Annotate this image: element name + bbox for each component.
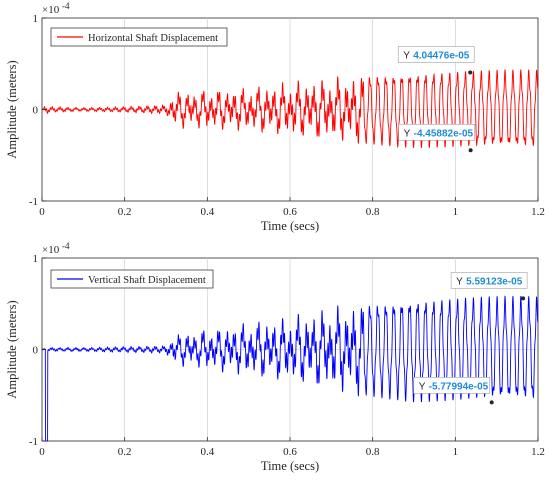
legend-box	[50, 269, 214, 289]
x-tick-label: 0	[39, 446, 45, 458]
x-tick-label: 0	[39, 206, 45, 218]
y-axis-label: Amplitude (meters)	[5, 60, 19, 158]
datatip-box	[398, 123, 475, 141]
datatips: Y 5.59123e-05Y -5.77994e-05	[413, 272, 528, 405]
y-tick-label: -1	[29, 436, 38, 448]
legend-box	[50, 27, 228, 47]
datatip-value: -4.45882e-05	[414, 128, 474, 139]
exponent-base: ×10	[42, 4, 60, 16]
datatip-label: Y	[404, 128, 411, 139]
tick-labels: 0 0.2 0.4 0.6 0.8 1 1.2-101	[29, 253, 545, 458]
x-tick-label: 0.6	[283, 446, 297, 458]
tick-labels: 0 0.2 0.4 0.6 0.8 1 1.2-101	[29, 13, 545, 218]
legend-label: Vertical Shaft Displacement	[88, 275, 206, 286]
datatip-label: Y	[456, 276, 463, 287]
exponent-power: -4	[62, 1, 70, 11]
exponent-power: -4	[62, 241, 70, 251]
y-tick-label: -1	[29, 196, 38, 208]
x-axis-label: Time (secs)	[261, 459, 319, 473]
datatips: Y 4.04476e-05Y -4.45882e-05	[397, 46, 475, 153]
datatip-marker[interactable]	[521, 296, 526, 301]
vertical-displacement-axes: 0 0.2 0.4 0.6 0.8 1 1.2-101 ×10 -4 Time (secs)…	[5, 241, 545, 473]
legend[interactable]: Horizontal Shaft Displacement	[50, 27, 228, 47]
x-tick-label: 0.6	[283, 206, 297, 218]
datatip-value: -5.77994e-05	[429, 381, 489, 392]
horizontal-displacement-axes: 0 0.2 0.4 0.6 0.8 1 1.2-101 ×10 -4 Time (secs)…	[5, 1, 545, 233]
y-axis-label: Amplitude (meters)	[5, 300, 19, 398]
x-tick-label: 0.8	[366, 206, 380, 218]
series-line	[41, 295, 539, 442]
y-tick-label: 0	[33, 105, 39, 117]
datatip-marker[interactable]	[468, 148, 473, 153]
datatip-value: 5.59123e-05	[466, 276, 523, 287]
datatip-value: 4.04476e-05	[413, 50, 470, 61]
x-tick-label: 1	[453, 206, 459, 218]
datatip-box	[397, 46, 475, 63]
data-series	[41, 295, 539, 442]
x-tick-label: 1.2	[531, 446, 545, 458]
x-axis-label: Time (secs)	[261, 219, 319, 233]
x-tick-label: 0.8	[366, 446, 380, 458]
x-tick-label: 0.4	[200, 206, 214, 218]
x-tick-label: 0.2	[118, 206, 132, 218]
y-tick-label: 0	[33, 345, 39, 357]
datatip-label: Y	[403, 50, 410, 61]
x-tick-label: 1.2	[531, 206, 545, 218]
x-tick-label: 0.4	[200, 446, 214, 458]
datatip-marker[interactable]	[489, 400, 494, 405]
datatip-box	[450, 272, 528, 289]
y-tick-label: 1	[33, 13, 39, 25]
data-series	[41, 69, 539, 149]
legend[interactable]: Vertical Shaft Displacement	[50, 269, 214, 289]
x-tick-label: 1	[453, 446, 459, 458]
series-line	[41, 69, 539, 149]
datatip-marker[interactable]	[468, 70, 473, 75]
y-tick-label: 1	[33, 253, 39, 265]
datatip-label: Y	[419, 381, 426, 392]
x-tick-label: 0.2	[118, 446, 132, 458]
exponent-base: ×10	[42, 244, 60, 256]
legend-label: Horizontal Shaft Displacement	[88, 33, 218, 44]
datatip-box	[413, 377, 491, 394]
